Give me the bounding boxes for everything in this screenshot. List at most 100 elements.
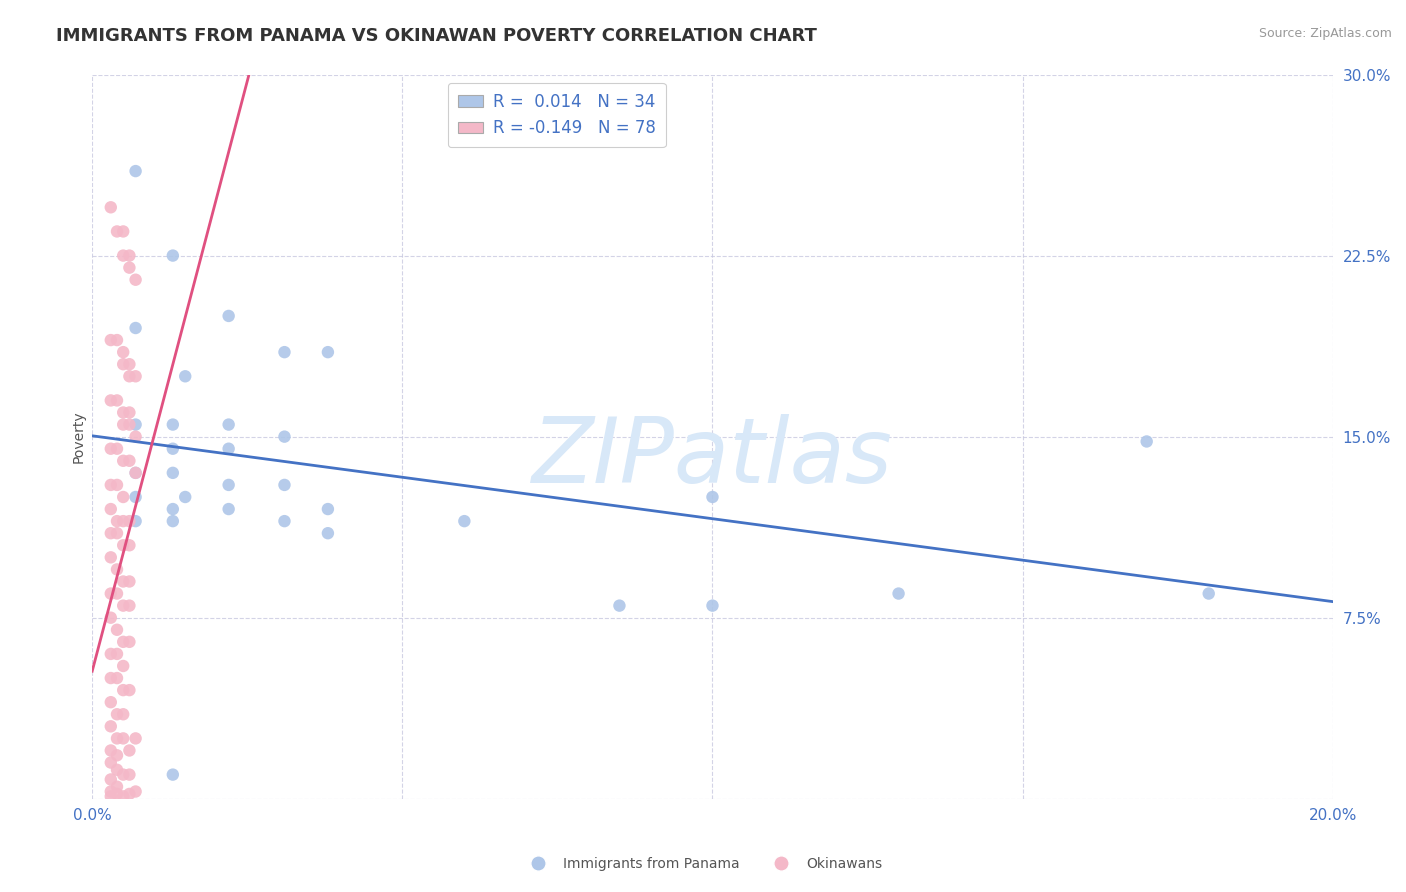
Point bbox=[105, 780, 128, 794]
Point bbox=[1136, 434, 1159, 449]
Point bbox=[112, 417, 135, 432]
Text: ZIPatlas: ZIPatlas bbox=[531, 415, 893, 502]
Point bbox=[702, 490, 724, 504]
Point bbox=[118, 369, 141, 384]
Point bbox=[118, 514, 141, 528]
Point bbox=[112, 514, 135, 528]
Point bbox=[316, 345, 339, 359]
Point bbox=[162, 502, 184, 516]
Point bbox=[316, 502, 339, 516]
Point bbox=[124, 164, 146, 178]
Point bbox=[118, 635, 141, 649]
Point bbox=[112, 454, 135, 468]
Point bbox=[112, 767, 135, 781]
Point bbox=[112, 405, 135, 419]
Point bbox=[162, 767, 184, 781]
Point bbox=[218, 417, 240, 432]
Point bbox=[100, 772, 122, 787]
Point bbox=[105, 623, 128, 637]
Point bbox=[112, 224, 135, 238]
Point bbox=[162, 249, 184, 263]
Point bbox=[124, 273, 146, 287]
Point bbox=[118, 574, 141, 589]
Point bbox=[100, 333, 122, 347]
Point bbox=[124, 466, 146, 480]
Point bbox=[105, 224, 128, 238]
Point bbox=[105, 748, 128, 763]
Point bbox=[100, 478, 122, 492]
Point bbox=[174, 490, 197, 504]
Point bbox=[1198, 586, 1220, 600]
Point bbox=[162, 466, 184, 480]
Point bbox=[887, 586, 910, 600]
Point bbox=[105, 393, 128, 408]
Point bbox=[112, 345, 135, 359]
Point bbox=[105, 763, 128, 777]
Point bbox=[118, 417, 141, 432]
Point bbox=[105, 562, 128, 576]
Point bbox=[124, 417, 146, 432]
Point bbox=[218, 502, 240, 516]
Point bbox=[105, 514, 128, 528]
Point bbox=[609, 599, 631, 613]
Point bbox=[124, 430, 146, 444]
Point bbox=[118, 683, 141, 698]
Point bbox=[118, 538, 141, 552]
Point bbox=[100, 647, 122, 661]
Point bbox=[112, 683, 135, 698]
Point bbox=[162, 442, 184, 456]
Point bbox=[100, 756, 122, 770]
Point bbox=[273, 345, 295, 359]
Point bbox=[105, 333, 128, 347]
Point bbox=[105, 478, 128, 492]
Point bbox=[105, 787, 128, 801]
Point bbox=[162, 417, 184, 432]
Point bbox=[112, 249, 135, 263]
Point bbox=[112, 731, 135, 746]
Point bbox=[112, 538, 135, 552]
Point bbox=[112, 574, 135, 589]
Point bbox=[100, 695, 122, 709]
Point bbox=[100, 526, 122, 541]
Point bbox=[112, 659, 135, 673]
Point bbox=[453, 514, 475, 528]
Point bbox=[100, 743, 122, 757]
Point bbox=[218, 478, 240, 492]
Point bbox=[112, 707, 135, 722]
Legend: Immigrants from Panama, Okinawans: Immigrants from Panama, Okinawans bbox=[519, 851, 887, 876]
Point bbox=[100, 719, 122, 733]
Point bbox=[118, 260, 141, 275]
Point bbox=[100, 502, 122, 516]
Point bbox=[118, 454, 141, 468]
Point bbox=[118, 405, 141, 419]
Point bbox=[118, 787, 141, 801]
Point bbox=[124, 369, 146, 384]
Point bbox=[105, 442, 128, 456]
Point bbox=[100, 789, 122, 804]
Point bbox=[174, 369, 197, 384]
Point bbox=[100, 586, 122, 600]
Point bbox=[316, 526, 339, 541]
Point bbox=[273, 430, 295, 444]
Point bbox=[702, 599, 724, 613]
Point bbox=[100, 671, 122, 685]
Point bbox=[100, 442, 122, 456]
Point bbox=[100, 393, 122, 408]
Point bbox=[112, 357, 135, 371]
Point bbox=[118, 767, 141, 781]
Point bbox=[273, 514, 295, 528]
Point bbox=[105, 707, 128, 722]
Point bbox=[124, 514, 146, 528]
Point bbox=[162, 514, 184, 528]
Point bbox=[105, 647, 128, 661]
Point bbox=[112, 599, 135, 613]
Legend: R =  0.014   N = 34, R = -0.149   N = 78: R = 0.014 N = 34, R = -0.149 N = 78 bbox=[449, 83, 666, 147]
Point bbox=[105, 586, 128, 600]
Point bbox=[218, 442, 240, 456]
Point bbox=[124, 784, 146, 798]
Point bbox=[118, 599, 141, 613]
Point bbox=[124, 466, 146, 480]
Point bbox=[118, 249, 141, 263]
Point bbox=[118, 357, 141, 371]
Point bbox=[112, 635, 135, 649]
